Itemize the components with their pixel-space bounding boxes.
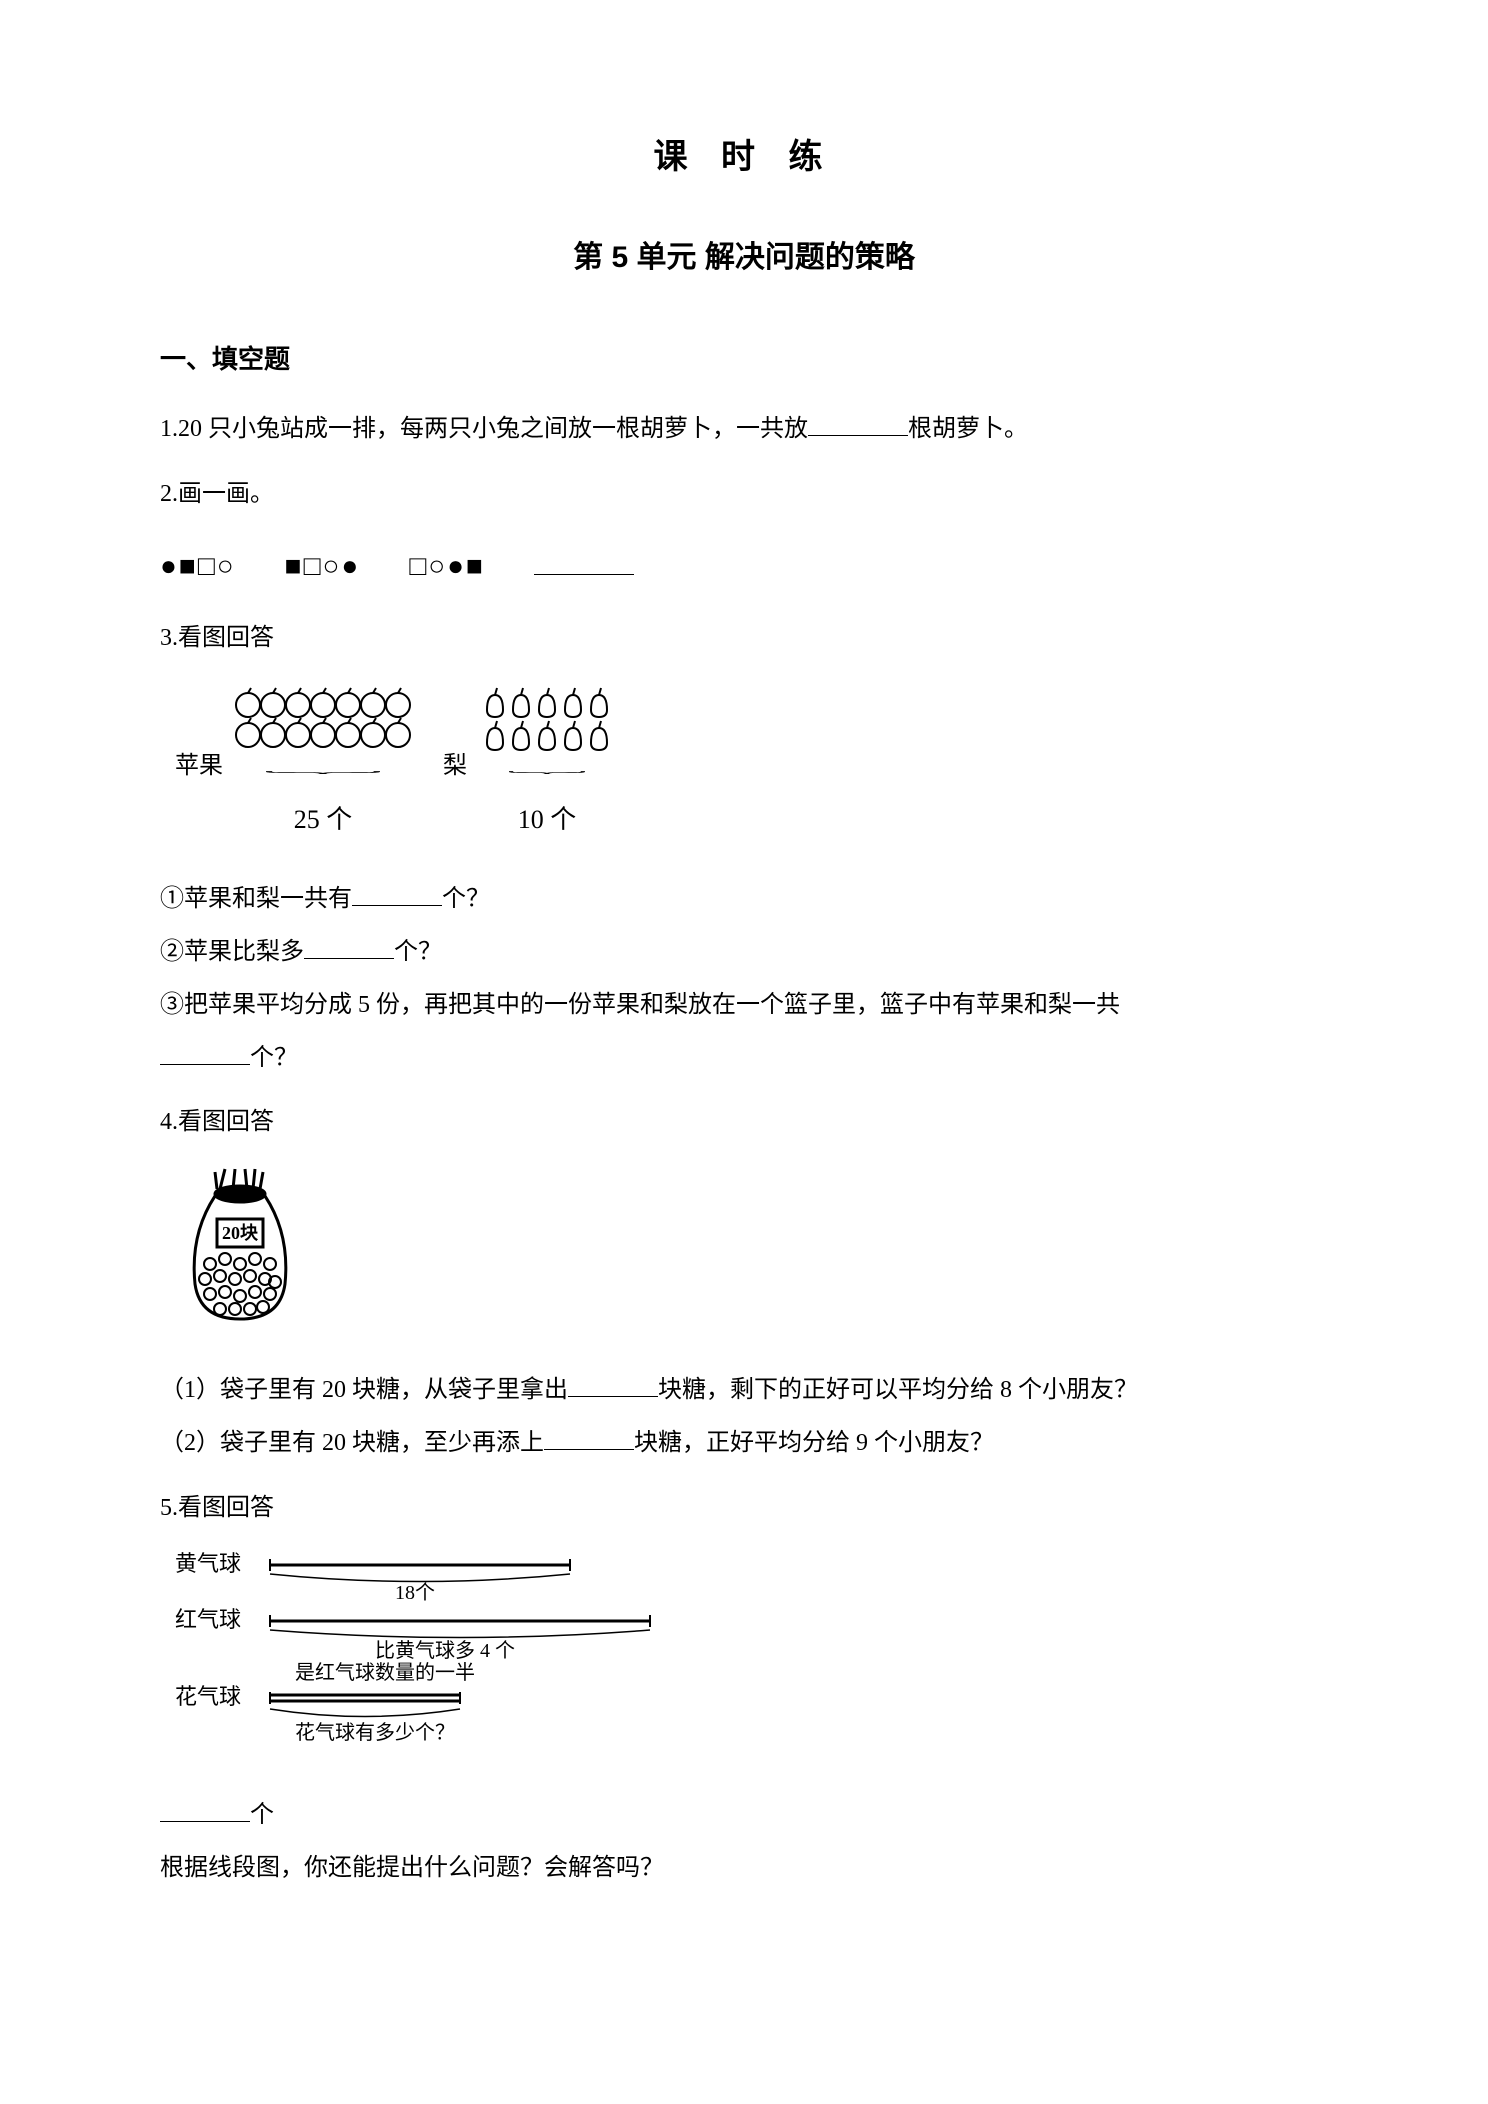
q3-sub2-suffix: 个？: [394, 939, 442, 965]
q3-sub3-blank[interactable]: [160, 1045, 250, 1065]
question-4: 4.看图回答 20块 （1）袋子里有 20 块糖，从袋子里拿出块糖，剩下的正好可: [160, 1096, 1328, 1469]
q5-blank[interactable]: [160, 1802, 250, 1822]
q4-sub2-prefix: （2）袋子里有 20 块糖，至少再添上: [160, 1430, 544, 1456]
svg-text:比黄气球多 4 个: 比黄气球多 4 个: [375, 1639, 515, 1662]
q3-sub1: ①苹果和梨一共有 个？: [160, 873, 1328, 926]
pears-icon: [477, 685, 617, 760]
svg-text:黄气球: 黄气球: [175, 1551, 241, 1576]
q3-sub3-suffix: 个？: [250, 1045, 298, 1071]
bag-label-text: 20块: [222, 1223, 259, 1243]
shapes-group-3: □○●■: [409, 551, 485, 582]
q4-sub1: （1）袋子里有 20 块糖，从袋子里拿出 块糖，剩下的正好可以平均分给 8 个小朋…: [160, 1364, 1328, 1417]
q4-text: 4.看图回答: [160, 1096, 1328, 1149]
svg-text:是红气球数量的一半: 是红气球数量的一半: [295, 1661, 475, 1684]
q3-sub2: ②苹果比梨多 个？: [160, 926, 1328, 979]
q4-sub1-suffix: 块糖，剩下的正好可以平均分给 8 个小朋友？: [658, 1377, 1138, 1403]
q4-sub1-prefix: （1）袋子里有 20 块糖，从袋子里拿出: [160, 1377, 568, 1403]
section-heading: 一、填空题: [160, 331, 1328, 388]
question-1: 1.20 只小兔站成一排，每两只小兔之间放一根胡萝卜，一共放 根胡萝卜。: [160, 403, 1328, 456]
q1-suffix: 根胡萝卜。: [908, 416, 1028, 442]
shapes-group-2: ■□○●: [285, 551, 361, 582]
q5-answer: 个: [160, 1789, 1328, 1842]
question-2: 2.画一画。 ●■□○ ■□○● □○●■: [160, 468, 1328, 597]
q3-sub1-suffix: 个？: [442, 886, 490, 912]
q5-answer-suffix: 个: [250, 1802, 274, 1828]
apple-count: 25 个: [294, 791, 353, 848]
q1-blank[interactable]: [808, 416, 908, 436]
question-3: 3.看图回答 苹果: [160, 612, 1328, 1084]
pear-group: ︸ 10 个: [477, 685, 617, 848]
q3-sub1-blank[interactable]: [352, 886, 442, 906]
q3-figure: 苹果: [175, 685, 1328, 848]
q3-text: 3.看图回答: [160, 612, 1328, 665]
shapes-group-1: ●■□○: [160, 551, 236, 582]
q3-sub2-blank[interactable]: [304, 939, 394, 959]
apples-icon: [233, 685, 413, 760]
page-title: 课 时 练: [160, 120, 1328, 195]
q5-extra: 根据线段图，你还能提出什么问题？会解答吗？: [160, 1842, 1328, 1895]
candy-bag-icon: 20块: [175, 1164, 305, 1324]
q3-sub1-prefix: ①苹果和梨一共有: [160, 873, 352, 926]
q4-sub2: （2）袋子里有 20 块糖，至少再添上 块糖，正好平均分给 9 个小朋友？: [160, 1417, 1328, 1470]
q5-bar-diagram: 黄气球 18个 红气球 比黄气球多 4 个 花气球 是红气球数量的一半 花气球有…: [175, 1549, 1328, 1769]
apple-group: ︸ 25 个: [233, 685, 413, 848]
apple-brace: ︸: [263, 766, 383, 788]
q2-blank[interactable]: [534, 555, 634, 575]
q1-prefix: 1.20 只小兔站成一排，每两只小兔之间放一根胡萝卜，一共放: [160, 416, 808, 442]
svg-text:花气球有多少个？: 花气球有多少个？: [295, 1721, 455, 1744]
apple-label: 苹果: [175, 740, 223, 793]
pear-label: 梨: [443, 740, 467, 793]
q4-sub2-suffix: 块糖，正好平均分给 9 个小朋友？: [634, 1430, 994, 1456]
svg-text:红气球: 红气球: [175, 1607, 241, 1632]
svg-text:花气球: 花气球: [175, 1684, 241, 1709]
q4-sub1-blank[interactable]: [568, 1377, 658, 1397]
page-subtitle: 第 5 单元 解决问题的策略: [160, 225, 1328, 291]
q3-sub3-prefix: ③把苹果平均分成 5 份，再把其中的一份苹果和梨放在一个篮子里，篮子中有苹果和梨…: [160, 979, 1120, 1032]
pear-brace: ︸: [507, 766, 587, 788]
question-5: 5.看图回答 黄气球 18个 红气球 比黄气球多 4 个 花气球 是红气球数量的…: [160, 1482, 1328, 1895]
q2-shapes-row: ●■□○ ■□○● □○●■: [160, 536, 1328, 598]
q3-sub3: ③把苹果平均分成 5 份，再把其中的一份苹果和梨放在一个篮子里，篮子中有苹果和梨…: [160, 979, 1328, 1032]
svg-text:18个: 18个: [395, 1581, 435, 1604]
q5-text: 5.看图回答: [160, 1482, 1328, 1535]
q3-sub2-prefix: ②苹果比梨多: [160, 926, 304, 979]
pear-count: 10 个: [518, 791, 577, 848]
q4-sub2-blank[interactable]: [544, 1430, 634, 1450]
q2-text: 2.画一画。: [160, 468, 1328, 521]
candy-bag-figure: 20块: [175, 1164, 1328, 1344]
q3-sub3-line2: 个？: [160, 1032, 1328, 1085]
bar-chart-icon: 黄气球 18个 红气球 比黄气球多 4 个 花气球 是红气球数量的一半 花气球有…: [175, 1549, 695, 1749]
